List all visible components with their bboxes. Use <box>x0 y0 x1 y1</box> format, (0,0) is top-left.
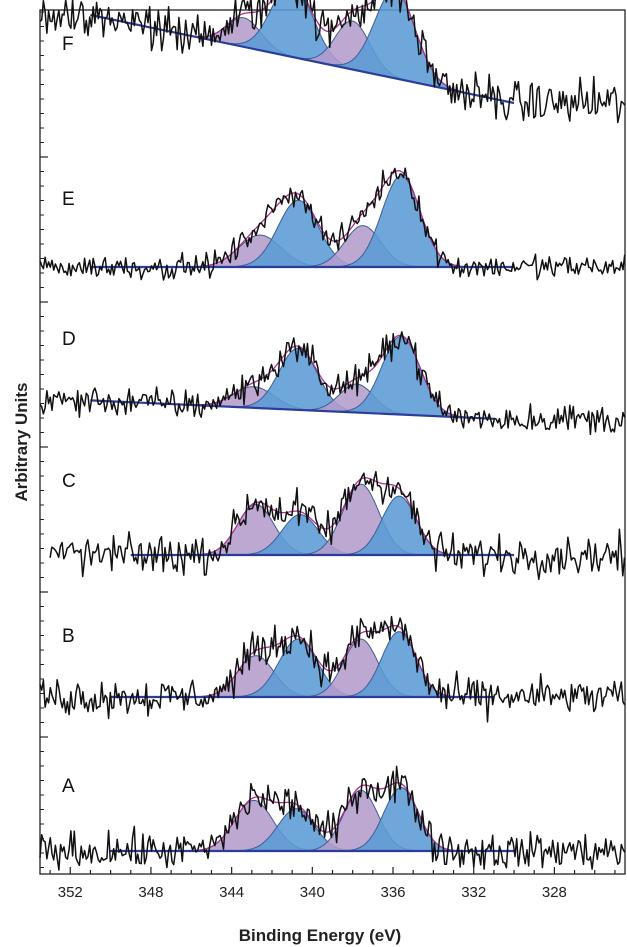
panel-label-A: A <box>62 776 75 797</box>
panel-B: B <box>39 615 626 723</box>
panel-F-background-line <box>90 13 515 105</box>
x-tick-label-348: 348 <box>138 884 163 901</box>
panel-C-data-trace <box>49 470 626 581</box>
panel-A: A <box>39 765 626 871</box>
panel-B-data-trace <box>39 615 626 723</box>
spectra-panels: F E D C B A <box>39 0 626 871</box>
x-tick-label-328: 328 <box>542 884 567 901</box>
panel-F-data-trace <box>39 0 626 124</box>
panel-D-background-line <box>90 399 494 420</box>
plot-area-frame <box>39 9 626 875</box>
y-axis-title: Arbitrary Units <box>12 382 31 501</box>
x-tick-label-340: 340 <box>300 884 325 901</box>
panel-E: E <box>39 167 626 281</box>
panel-F: F <box>39 0 626 124</box>
panel-label-C: C <box>62 471 76 492</box>
x-tick-label-344: 344 <box>219 884 244 901</box>
panel-C: C <box>49 470 626 581</box>
panel-E-data-trace <box>39 167 626 281</box>
x-tick-label-352: 352 <box>58 884 83 901</box>
panel-A-data-trace <box>39 765 626 871</box>
panel-label-B: B <box>62 626 75 647</box>
x-tick-label-336: 336 <box>381 884 406 901</box>
panel-label-F: F <box>62 34 74 55</box>
x-axis-title: Binding Energy (eV) <box>239 926 401 945</box>
panel-D: D <box>39 329 626 436</box>
panel-label-E: E <box>62 189 75 210</box>
panel-label-D: D <box>62 329 76 350</box>
axis-ticks: 352 348 344 340 336 332 328 <box>40 11 616 901</box>
x-tick-label-332: 332 <box>461 884 486 901</box>
panel-D-data-trace <box>39 331 626 436</box>
